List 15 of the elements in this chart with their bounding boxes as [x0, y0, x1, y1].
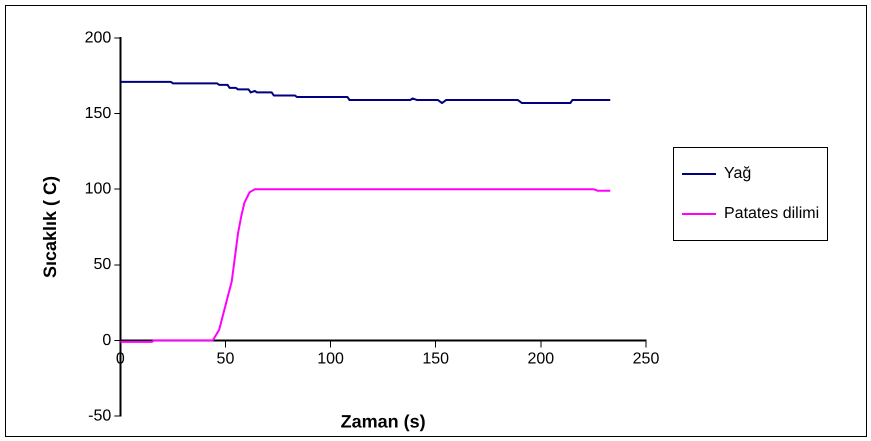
x-tick-label: 50 — [216, 350, 234, 368]
x-tick-label: 100 — [317, 350, 344, 368]
y-tick-label: -50 — [88, 407, 112, 424]
legend-label: Patates dilimi — [724, 205, 820, 223]
x-tick-label: 150 — [422, 350, 450, 368]
legend-label: Yağ — [724, 165, 752, 183]
y-tick-label: 100 — [84, 180, 112, 198]
y-axis-title: Sıcaklık ( C) — [40, 176, 60, 278]
y-tick-label: 200 — [84, 29, 112, 46]
x-axis-title: Zaman (s) — [340, 411, 426, 432]
x-tick-label: 250 — [632, 350, 660, 368]
y-tick-label: 0 — [102, 332, 112, 349]
x-tick-label: 200 — [528, 350, 554, 368]
y-tick-label: 150 — [84, 105, 112, 122]
y-tick-label: 50 — [94, 256, 112, 274]
